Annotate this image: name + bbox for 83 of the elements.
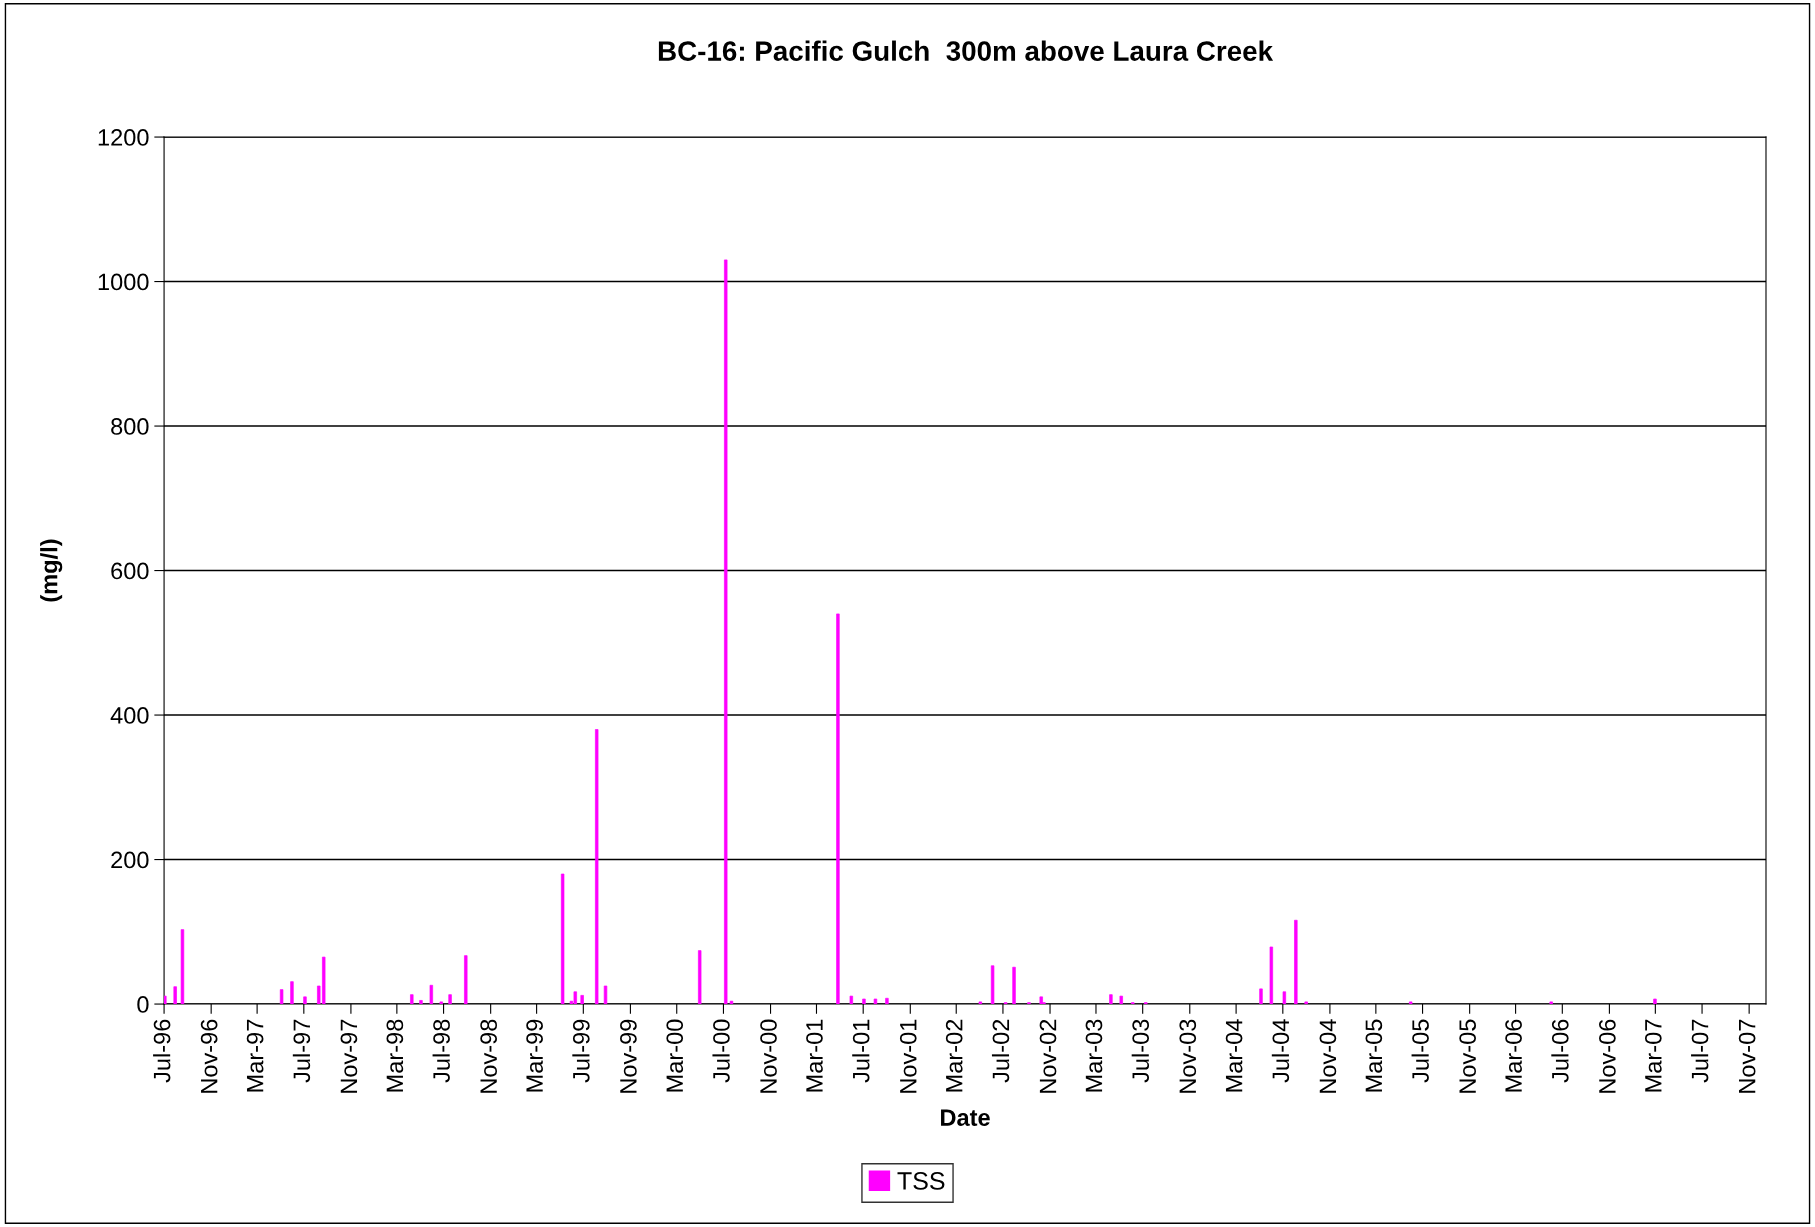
x-tick-label: Mar-97 [246,1019,264,1092]
bar [1039,996,1043,1005]
y-axis-title: (mg/l) [40,539,63,602]
bar [873,998,878,1005]
bar [1282,991,1287,1005]
bar [173,986,177,1005]
x-tick-label: Nov-04 [1319,1019,1337,1093]
x-tick-label: Nov-03 [1179,1019,1197,1093]
x-tick-label: Mar-03 [1085,1019,1103,1092]
x-tick-label: Mar-98 [386,1019,404,1092]
bar [439,1001,443,1005]
bar [978,1001,983,1005]
x-tick-label: Nov-02 [1039,1019,1057,1093]
y-tick-label: 1000 [98,273,149,291]
bar [290,981,294,1005]
x-tick-label: Mar-01 [806,1019,823,1092]
x-tick-label: Jul-06 [1551,1019,1569,1083]
x-tick-label: Nov-00 [760,1019,777,1093]
x-tick-label: Mar-05 [1365,1019,1383,1092]
bar [573,991,577,1005]
bar [560,873,565,1005]
y-tick-label: 800 [111,418,149,435]
bar [1294,919,1298,1005]
bar [1259,988,1263,1005]
bar [1119,995,1123,1005]
x-tick-label: Jul-96 [153,1019,171,1083]
bar [603,985,608,1005]
x-tick-label: Jul-02 [991,1019,1010,1083]
y-tick-label: 600 [111,562,149,580]
x-tick-label: Mar-00 [666,1019,684,1092]
x-tick-label: Jul-99 [572,1019,590,1083]
bar [448,994,452,1005]
bar [1653,998,1657,1005]
bar [410,994,414,1005]
x-tick-label: Jul-97 [292,1019,311,1083]
chart-title: BC-16: Pacific Gulch 300m above Laura Creek [658,40,1274,61]
x-tick-label: Jul-98 [432,1019,450,1083]
bar [1109,994,1113,1005]
bar [698,950,702,1005]
x-tick-label: Jul-00 [712,1019,730,1083]
bar [1269,946,1274,1005]
bar [849,995,854,1005]
bar [862,998,866,1005]
y-tick-label: 0 [137,996,149,1013]
bar [1012,966,1016,1005]
x-tick-label: Nov-06 [1599,1019,1616,1093]
y-tick-label: 200 [111,851,149,869]
bar [1304,1001,1308,1005]
bar [836,613,840,1005]
x-tick-label: Nov-99 [620,1019,637,1093]
bar [580,995,584,1005]
bar [164,995,167,1005]
bar [429,984,434,1005]
bar [1409,1001,1413,1005]
bar [464,955,468,1005]
x-tick-label: Jul-07 [1691,1019,1709,1083]
x-tick-label: Nov-01 [899,1019,917,1093]
x-tick-label: Nov-97 [340,1019,358,1093]
x-tick-label: Jul-03 [1131,1019,1150,1083]
x-tick-label: Mar-99 [526,1019,543,1092]
x-tick-label: Mar-07 [1644,1019,1662,1092]
x-tick-label: Nov-05 [1459,1019,1476,1093]
x-tick-label: Mar-06 [1505,1019,1522,1092]
bar [595,729,599,1005]
x-tick-label: Nov-98 [480,1019,497,1093]
bar [1549,1001,1553,1005]
x-tick-label: Jul-05 [1411,1019,1429,1083]
x-tick-label: Mar-02 [945,1019,963,1092]
bar [990,965,995,1005]
y-tick-label: 1200 [98,129,149,146]
bar [885,997,889,1005]
bar [303,996,307,1005]
x-axis-title: Date [941,1109,990,1126]
bar [419,1000,423,1005]
x-tick-label: Nov-96 [200,1019,218,1093]
y-tick-label: 400 [110,707,149,724]
legend-label: TSS [897,1172,945,1190]
x-tick-label: Nov-07 [1738,1019,1756,1093]
x-tick-label: Jul-04 [1271,1019,1290,1083]
x-tick-label: Jul-01 [852,1019,870,1083]
bar [279,989,284,1005]
x-tick-label: Mar-04 [1225,1019,1243,1092]
bar [180,929,185,1005]
